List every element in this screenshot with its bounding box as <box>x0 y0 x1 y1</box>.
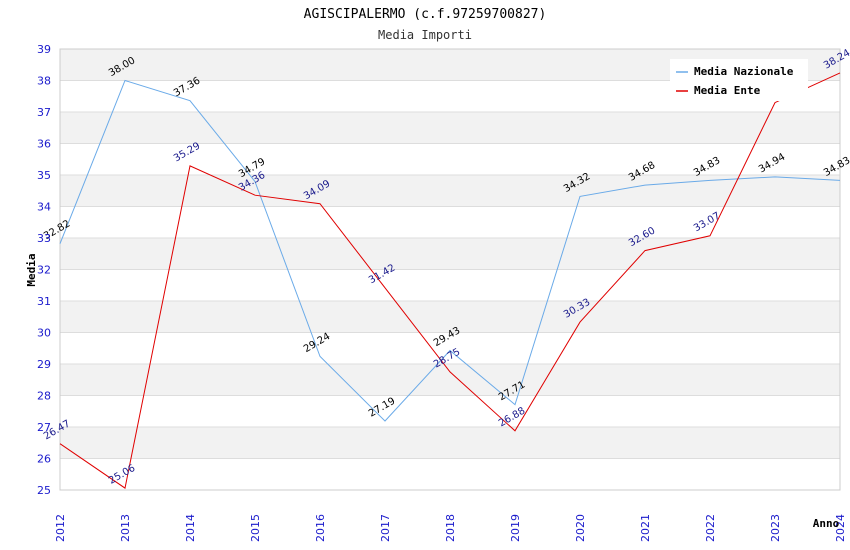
chart-title: AGISCIPALERMO (c.f.97259700827) <box>304 7 547 22</box>
x-tick-label: 2024 <box>834 514 847 542</box>
y-tick-label: 34 <box>37 201 51 214</box>
y-tick-label: 25 <box>37 484 51 497</box>
data-label-nazionale: 29.24 <box>302 331 332 355</box>
data-label-nazionale: 27.19 <box>367 396 397 420</box>
grid-lines <box>60 48 840 491</box>
y-tick-label: 39 <box>37 43 51 56</box>
plot-band <box>60 301 840 333</box>
y-tick-label: 29 <box>37 358 51 371</box>
x-tick-label: 2015 <box>249 514 262 542</box>
series-lines <box>59 72 841 489</box>
x-tick-label: 2018 <box>444 514 457 542</box>
y-tick-label: 32 <box>37 264 51 277</box>
x-axis-label: Anno <box>813 517 840 530</box>
plot-bands <box>60 49 840 459</box>
x-tick-label: 2019 <box>509 514 522 542</box>
legend: Media Nazionale Media Ente <box>670 59 808 101</box>
y-tick-label: 30 <box>37 327 51 340</box>
x-tick-label: 2017 <box>379 514 392 542</box>
data-label-ente: 33.07 <box>692 211 722 235</box>
series-line-nazionale <box>59 79 841 422</box>
series-line-ente <box>59 72 841 489</box>
plot-frame <box>59 48 841 491</box>
legend-box <box>670 59 808 101</box>
x-tick-label: 2023 <box>769 514 782 542</box>
x-tick-label: 2012 <box>54 514 67 542</box>
x-tick-label: 2016 <box>314 514 327 542</box>
y-tick-label: 33 <box>37 232 51 245</box>
y-tick-label: 35 <box>37 169 51 182</box>
x-tick-label: 2014 <box>184 514 197 542</box>
plot-band <box>60 427 840 459</box>
y-axis-ticks: 25 26 27 28 29 30 31 32 33 34 35 36 37 38 39 <box>37 43 51 497</box>
y-tick-label: 31 <box>37 295 51 308</box>
legend-label-ente: Media Ente <box>694 84 761 97</box>
y-tick-label: 27 <box>37 421 51 434</box>
x-axis-ticks: 2012 2013 2014 2015 2016 2017 2018 2019 2020 2021… <box>54 514 847 542</box>
chart-subtitle: Media Importi <box>378 28 472 42</box>
x-tick-label: 2013 <box>119 514 132 542</box>
x-tick-label: 2022 <box>704 514 717 542</box>
data-label-ente: 35.29 <box>172 141 202 165</box>
y-axis-label: Media <box>25 253 38 286</box>
data-label-ente: 26.88 <box>497 406 527 430</box>
y-tick-label: 37 <box>37 106 51 119</box>
plot-band <box>60 238 840 270</box>
plot-band <box>60 112 840 144</box>
x-tick-label: 2020 <box>574 514 587 542</box>
y-tick-label: 26 <box>37 453 51 466</box>
y-tick-label: 28 <box>37 390 51 403</box>
data-label-ente: 25.06 <box>107 463 137 487</box>
data-label-nazionale: 34.94 <box>757 152 787 176</box>
y-tick-label: 36 <box>37 138 51 151</box>
legend-label-nazionale: Media Nazionale <box>694 65 794 78</box>
x-tick-label: 2021 <box>639 514 652 542</box>
plot-band <box>60 364 840 396</box>
y-tick-label: 38 <box>37 75 51 88</box>
